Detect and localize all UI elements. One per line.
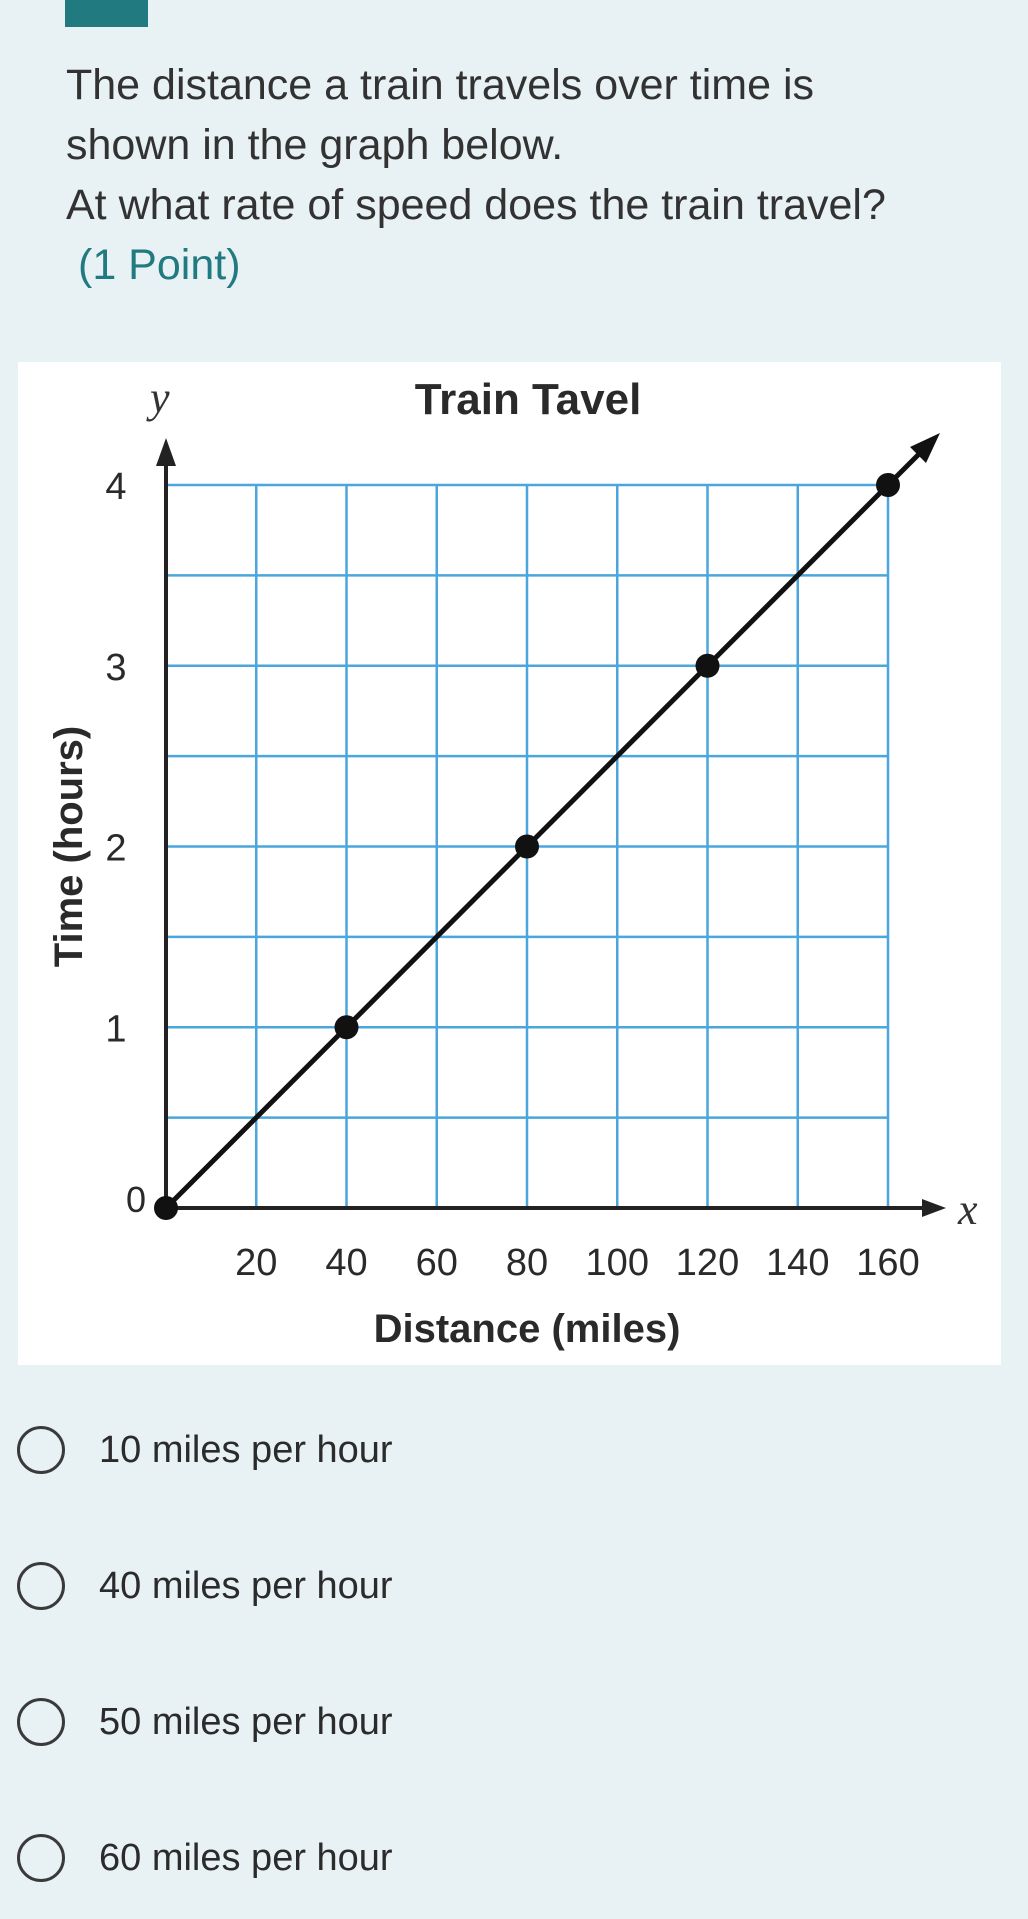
option-label: 40 miles per hour bbox=[99, 1564, 393, 1607]
data-point bbox=[876, 473, 900, 497]
x-tick-label: 60 bbox=[416, 1242, 458, 1284]
x-tick-label: 80 bbox=[506, 1242, 548, 1284]
origin-label: 0 bbox=[126, 1179, 146, 1220]
header-accent-bar bbox=[65, 0, 148, 27]
data-point bbox=[154, 1196, 178, 1220]
chart-title: Train Tavel bbox=[415, 375, 642, 424]
x-axis-arrow-icon bbox=[922, 1199, 946, 1217]
option-40-mph[interactable]: 40 miles per hour bbox=[0, 1536, 800, 1636]
graph-image: x y Train Tavel 0 20 40 60 80 100 120 140 160 1 2 3 4 Di… bbox=[18, 362, 1001, 1365]
train-travel-chart: x y Train Tavel 0 20 40 60 80 100 120 140 160 1 2 3 4 Di… bbox=[47, 373, 978, 1351]
series-arrow-icon bbox=[910, 433, 940, 463]
option-50-mph[interactable]: 50 miles per hour bbox=[0, 1672, 800, 1772]
question-line: The distance a train travels over time i… bbox=[66, 61, 815, 109]
y-tick-label: 2 bbox=[105, 828, 126, 870]
x-tick-label: 120 bbox=[676, 1242, 739, 1284]
option-label: 10 miles per hour bbox=[99, 1428, 393, 1471]
radio-button[interactable] bbox=[17, 1698, 65, 1746]
radio-button[interactable] bbox=[17, 1834, 65, 1882]
x-tick-label: 40 bbox=[325, 1242, 367, 1284]
x-tick-label: 140 bbox=[766, 1242, 829, 1284]
x-tick-label: 160 bbox=[856, 1242, 919, 1284]
x-tick-label: 20 bbox=[235, 1242, 277, 1284]
question-text: The distance a train travels over time i… bbox=[66, 55, 986, 235]
y-tick-label: 3 bbox=[105, 647, 126, 689]
x-axis-label: Distance (miles) bbox=[374, 1307, 681, 1351]
y-axis-arrow-icon bbox=[156, 438, 176, 466]
question-line: At what rate of speed does the train tra… bbox=[66, 181, 886, 229]
x-axis-letter: x bbox=[957, 1185, 978, 1234]
y-axis-label: Time (hours) bbox=[47, 726, 91, 968]
y-tick-label: 1 bbox=[105, 1008, 126, 1050]
option-label: 50 miles per hour bbox=[99, 1700, 393, 1743]
radio-button[interactable] bbox=[17, 1426, 65, 1474]
option-60-mph[interactable]: 60 miles per hour bbox=[0, 1808, 800, 1908]
data-point bbox=[515, 834, 539, 859]
points-label: (1 Point) bbox=[78, 241, 241, 289]
data-point bbox=[695, 653, 720, 678]
y-tick-label: 4 bbox=[105, 466, 126, 508]
option-10-mph[interactable]: 10 miles per hour bbox=[0, 1400, 800, 1500]
question-line: shown in the graph below. bbox=[66, 121, 564, 169]
data-point bbox=[334, 1015, 359, 1040]
option-label: 60 miles per hour bbox=[99, 1836, 393, 1879]
y-axis-letter: y bbox=[146, 373, 170, 422]
radio-button[interactable] bbox=[17, 1562, 65, 1610]
x-tick-label: 100 bbox=[586, 1242, 649, 1284]
